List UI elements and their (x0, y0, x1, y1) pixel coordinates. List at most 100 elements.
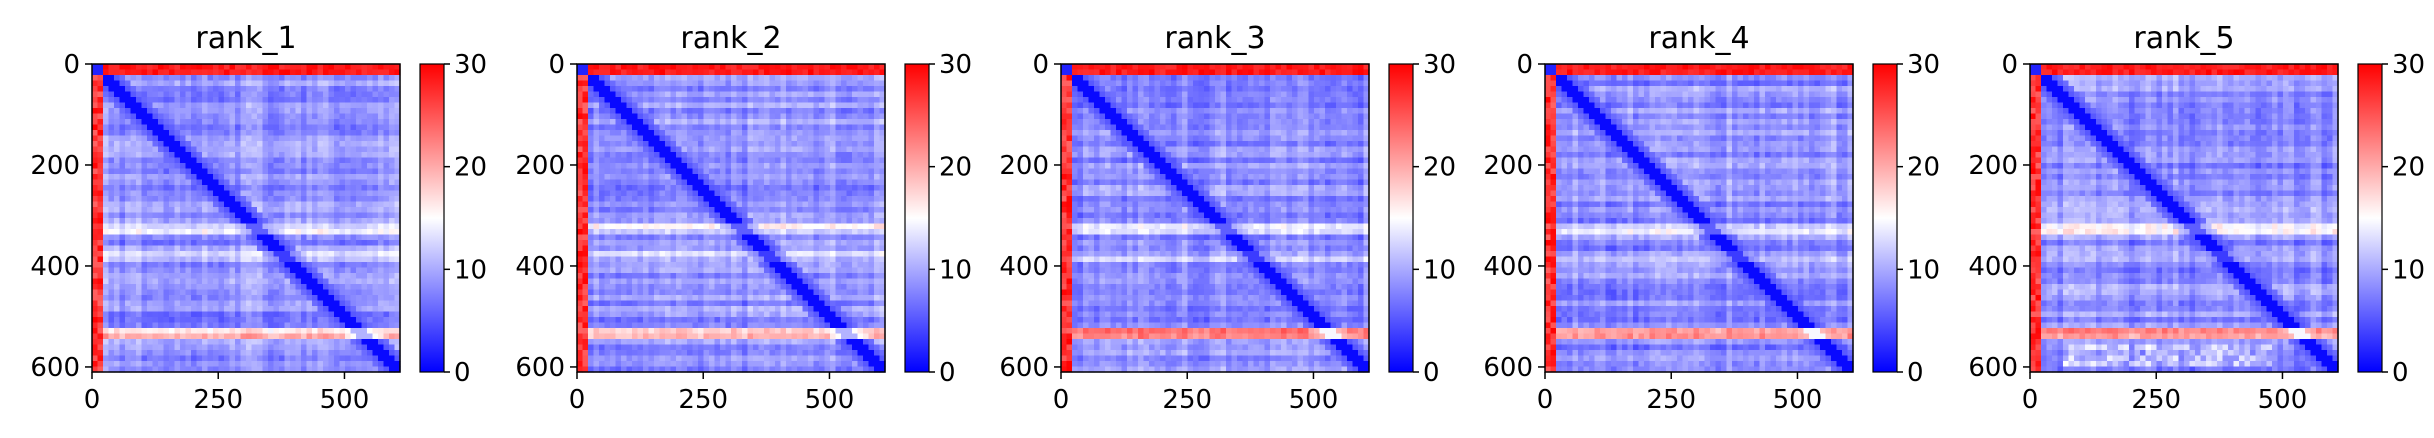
heatmap-cell (163, 80, 170, 87)
heatmap-cell (731, 152, 738, 159)
heatmap-cell (130, 328, 137, 335)
heatmap-cell (852, 124, 859, 131)
heatmap-cell (213, 135, 220, 142)
heatmap-cell (356, 240, 363, 247)
heatmap-cell (317, 350, 324, 357)
heatmap-cell (350, 218, 357, 225)
heatmap-cell (218, 278, 225, 285)
heatmap-cell (163, 91, 170, 98)
heatmap-cell (279, 361, 286, 368)
heatmap-cell (290, 223, 297, 230)
heatmap-cell (301, 185, 308, 192)
heatmap-cell (301, 355, 308, 362)
heatmap-cell (599, 69, 606, 76)
heatmap-cell (317, 251, 324, 258)
heatmap-cell (747, 75, 754, 82)
heatmap-cell (119, 300, 126, 307)
heatmap-cell (356, 234, 363, 241)
heatmap-cell (262, 333, 269, 340)
heatmap-cell (588, 146, 595, 153)
heatmap-cell (742, 157, 749, 164)
heatmap-cell (797, 64, 804, 71)
heatmap-cell (874, 190, 881, 197)
heatmap-cell (152, 355, 159, 362)
heatmap-cell (367, 64, 374, 71)
heatmap-cell (163, 350, 170, 357)
heatmap-cell (306, 124, 313, 131)
heatmap-cell (769, 190, 776, 197)
heatmap-cell (141, 333, 148, 340)
heatmap-cell (367, 273, 374, 280)
heatmap-cell (780, 212, 787, 219)
heatmap-cell (643, 168, 650, 175)
heatmap-cell (257, 339, 264, 346)
heatmap-cell (323, 212, 330, 219)
heatmap-cell (604, 135, 611, 142)
heatmap-cell (588, 163, 595, 170)
heatmap-cell (643, 141, 650, 148)
heatmap-cell (290, 344, 297, 351)
heatmap-cell (394, 289, 401, 296)
heatmap-cell (301, 130, 308, 137)
heatmap-cell (615, 119, 622, 126)
heatmap-cell (334, 102, 341, 109)
heatmap-cell (279, 91, 286, 98)
heatmap-cell (158, 168, 165, 175)
heatmap-cell (119, 223, 126, 230)
heatmap-cell (764, 185, 771, 192)
heatmap-cell (130, 119, 137, 126)
heatmap-cell (306, 278, 313, 285)
heatmap-cell (676, 64, 683, 71)
heatmap-cell (621, 163, 628, 170)
heatmap-cell (202, 201, 209, 208)
heatmap-cell (279, 328, 286, 335)
heatmap-cell (775, 102, 782, 109)
heatmap-cell (383, 218, 390, 225)
heatmap-cell (334, 69, 341, 76)
heatmap-cell (235, 207, 242, 214)
heatmap-cell (317, 284, 324, 291)
heatmap-cell (835, 207, 842, 214)
heatmap-cell (312, 218, 319, 225)
heatmap-cell (119, 75, 126, 82)
heatmap-cell (169, 168, 176, 175)
heatmap-cell (846, 119, 853, 126)
heatmap-cell (665, 218, 672, 225)
heatmap-cell (797, 163, 804, 170)
heatmap-cell (361, 284, 368, 291)
heatmap-cell (797, 223, 804, 230)
heatmap-cell (257, 333, 264, 340)
heatmap-cell (764, 240, 771, 247)
heatmap-cell (361, 262, 368, 269)
heatmap-cell (130, 190, 137, 197)
heatmap-cell (676, 174, 683, 181)
heatmap-cell (819, 64, 826, 71)
heatmap-cell (846, 108, 853, 115)
heatmap-cell (196, 91, 203, 98)
heatmap-cell (180, 361, 187, 368)
heatmap-cell (731, 179, 738, 186)
heatmap-cell (383, 234, 390, 241)
heatmap-cell (328, 267, 335, 274)
heatmap-cell (350, 196, 357, 203)
heatmap-cell (251, 361, 258, 368)
heatmap-cell (224, 207, 231, 214)
heatmap-cell (240, 207, 247, 214)
heatmap-cell (334, 185, 341, 192)
heatmap-cell (235, 152, 242, 159)
heatmap-cell (389, 262, 396, 269)
heatmap-cell (202, 196, 209, 203)
heatmap-cell (786, 102, 793, 109)
heatmap-cell (676, 207, 683, 214)
heatmap-cell (152, 350, 159, 357)
heatmap-cell (698, 119, 705, 126)
heatmap-cell (174, 229, 181, 236)
heatmap-cell (389, 91, 396, 98)
heatmap-cell (257, 295, 264, 302)
heatmap-cell (747, 80, 754, 87)
heatmap-cell (345, 322, 352, 329)
heatmap-cell (394, 262, 401, 269)
heatmap-cell (251, 295, 258, 302)
heatmap-cell (317, 163, 324, 170)
heatmap-cell (224, 212, 231, 219)
